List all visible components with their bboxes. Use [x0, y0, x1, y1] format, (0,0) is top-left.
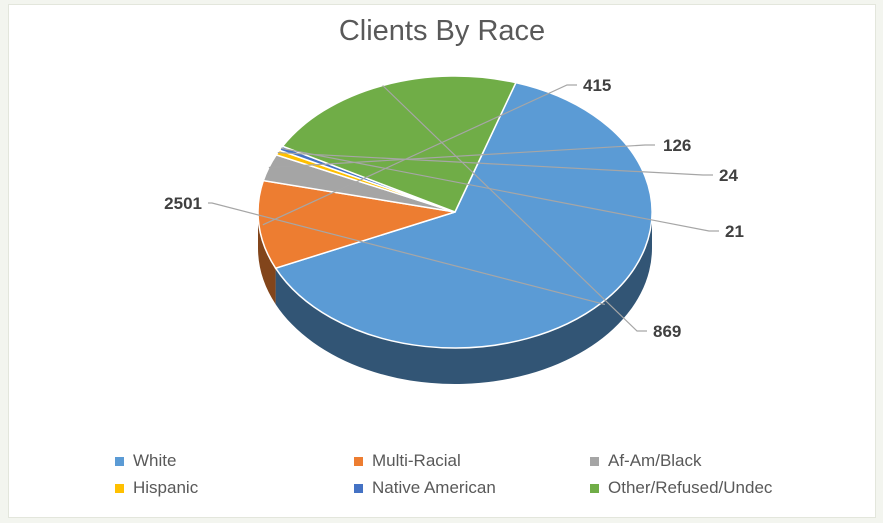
slice-side-multi-racial [258, 212, 276, 305]
legend-swatch [115, 456, 124, 466]
legend-label: Hispanic [133, 478, 199, 497]
legend-label: Multi-Racial [372, 451, 461, 470]
data-label-multi-racial: 415 [583, 76, 611, 95]
legend-item-hispanic: Hispanic [115, 478, 198, 498]
data-label-other-refused-undec: 869 [653, 322, 681, 341]
legend-item-white: White [115, 451, 176, 471]
legend-item-multi-racial: Multi-Racial [354, 451, 461, 471]
legend-swatch [115, 483, 124, 493]
chart-legend: White Multi-Racial Af-Am/Black Hispanic Nati… [9, 451, 875, 511]
data-label-af-am-black: 126 [663, 136, 691, 155]
legend-swatch [590, 483, 599, 493]
legend-swatch [354, 456, 363, 466]
data-label-native-american: 21 [725, 222, 744, 241]
legend-item-other-refused-undec: Other/Refused/Undec [590, 478, 772, 498]
slice-multi-racial [257, 179, 456, 270]
leader-line-native-american [280, 147, 719, 232]
legend-label: Af-Am/Black [608, 451, 702, 470]
leader-line-multi-racial [262, 84, 577, 226]
leader-line-other-refused-undec [382, 85, 647, 332]
slice-white [274, 81, 653, 349]
legend-label: Other/Refused/Undec [608, 478, 773, 497]
pie-chart: 2501 415 126 24 21 869 [164, 75, 744, 384]
legend-label: White [133, 451, 177, 470]
slice-side-white [275, 212, 652, 384]
data-label-white: 2501 [164, 194, 202, 213]
chart-title: Clients By Race [338, 15, 546, 47]
leader-line-white [208, 202, 605, 306]
legend-label: Native American [372, 478, 496, 497]
legend-item-af-am-black: Af-Am/Black [590, 451, 702, 471]
leader-line-af-am-black [268, 144, 655, 169]
legend-item-native-american: Native American [354, 478, 496, 498]
legend-swatch [354, 483, 363, 493]
data-label-hispanic: 24 [719, 166, 738, 185]
leader-line-hispanic [277, 151, 713, 176]
chart-frame: Clients By Race 2501 415 126 24 21 869 White M… [8, 4, 876, 518]
legend-swatch [590, 456, 599, 466]
